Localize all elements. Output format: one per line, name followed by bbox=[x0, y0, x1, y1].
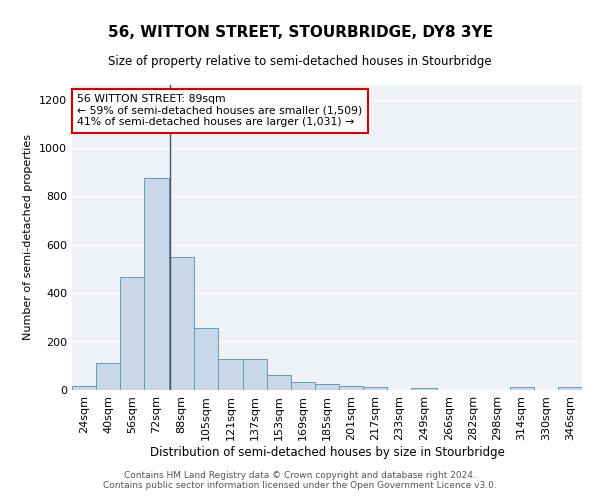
Bar bbox=[242, 358, 266, 390]
Bar bbox=[72, 386, 96, 390]
Bar bbox=[145, 178, 169, 390]
Bar bbox=[291, 382, 315, 390]
Bar bbox=[509, 387, 534, 390]
Bar bbox=[96, 364, 120, 390]
Text: Size of property relative to semi-detached houses in Stourbridge: Size of property relative to semi-detach… bbox=[108, 55, 492, 68]
Bar bbox=[169, 258, 194, 390]
Bar bbox=[218, 358, 242, 390]
Bar bbox=[120, 278, 145, 390]
Bar bbox=[558, 387, 582, 390]
Bar bbox=[266, 375, 291, 390]
Text: 56, WITTON STREET, STOURBRIDGE, DY8 3YE: 56, WITTON STREET, STOURBRIDGE, DY8 3YE bbox=[107, 25, 493, 40]
Bar bbox=[339, 386, 363, 390]
Bar bbox=[412, 388, 437, 390]
Text: 56 WITTON STREET: 89sqm
← 59% of semi-detached houses are smaller (1,509)
41% of: 56 WITTON STREET: 89sqm ← 59% of semi-de… bbox=[77, 94, 362, 128]
Bar bbox=[315, 384, 339, 390]
Text: Contains HM Land Registry data © Crown copyright and database right 2024.
Contai: Contains HM Land Registry data © Crown c… bbox=[103, 470, 497, 490]
X-axis label: Distribution of semi-detached houses by size in Stourbridge: Distribution of semi-detached houses by … bbox=[149, 446, 505, 458]
Bar bbox=[194, 328, 218, 390]
Bar bbox=[363, 387, 388, 390]
Y-axis label: Number of semi-detached properties: Number of semi-detached properties bbox=[23, 134, 34, 340]
